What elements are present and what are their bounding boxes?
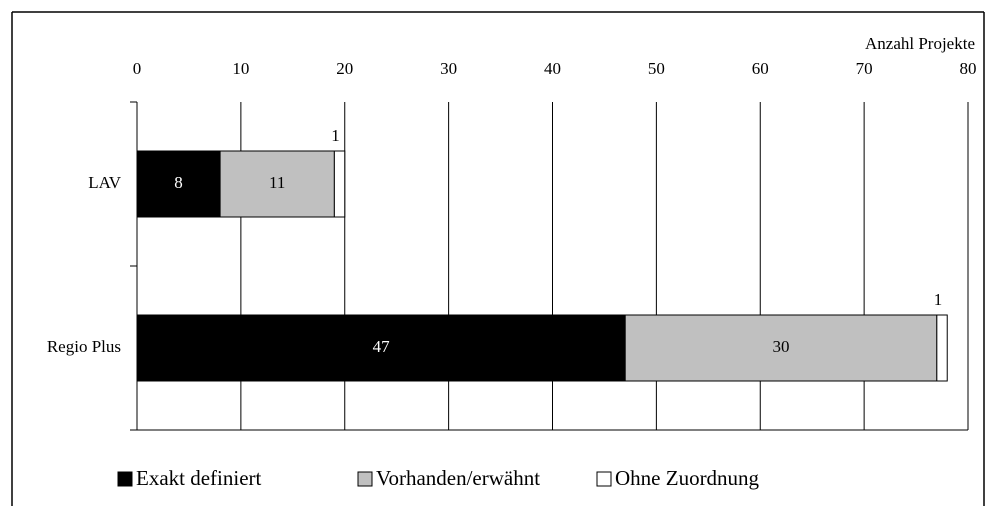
legend-swatch: [596, 471, 612, 487]
x-tick-label: 20: [336, 59, 353, 78]
bar-segment: [219, 150, 335, 218]
data-label: 8: [174, 173, 183, 192]
data-label: 30: [773, 337, 790, 356]
x-tick-label: 40: [544, 59, 561, 78]
y-tick-label: LAV: [88, 173, 121, 192]
data-label: 1: [331, 126, 340, 145]
bar-segment: [936, 314, 948, 382]
legend-label: Exakt definiert: [136, 466, 262, 490]
legend-label: Ohne Zuordnung: [615, 466, 760, 490]
legend-label: Vorhanden/erwähnt: [376, 466, 540, 490]
bar-segment: [136, 314, 626, 382]
bar-segment: [624, 314, 938, 382]
x-tick-label: 50: [648, 59, 665, 78]
legend-swatch: [117, 471, 133, 487]
x-axis-label: Anzahl Projekte: [865, 34, 975, 53]
x-tick-label: 60: [752, 59, 769, 78]
x-tick-label: 0: [133, 59, 142, 78]
y-tick-label: Regio Plus: [47, 337, 121, 356]
x-tick-label: 30: [440, 59, 457, 78]
x-tick-label: 80: [960, 59, 977, 78]
data-label: 47: [373, 337, 391, 356]
x-tick-label: 70: [856, 59, 873, 78]
x-tick-label: 10: [232, 59, 249, 78]
legend-swatch: [357, 471, 373, 487]
data-label: 1: [934, 290, 943, 309]
bar-segment: [136, 150, 221, 218]
bar-segment: [333, 150, 346, 218]
data-label: 11: [269, 173, 285, 192]
